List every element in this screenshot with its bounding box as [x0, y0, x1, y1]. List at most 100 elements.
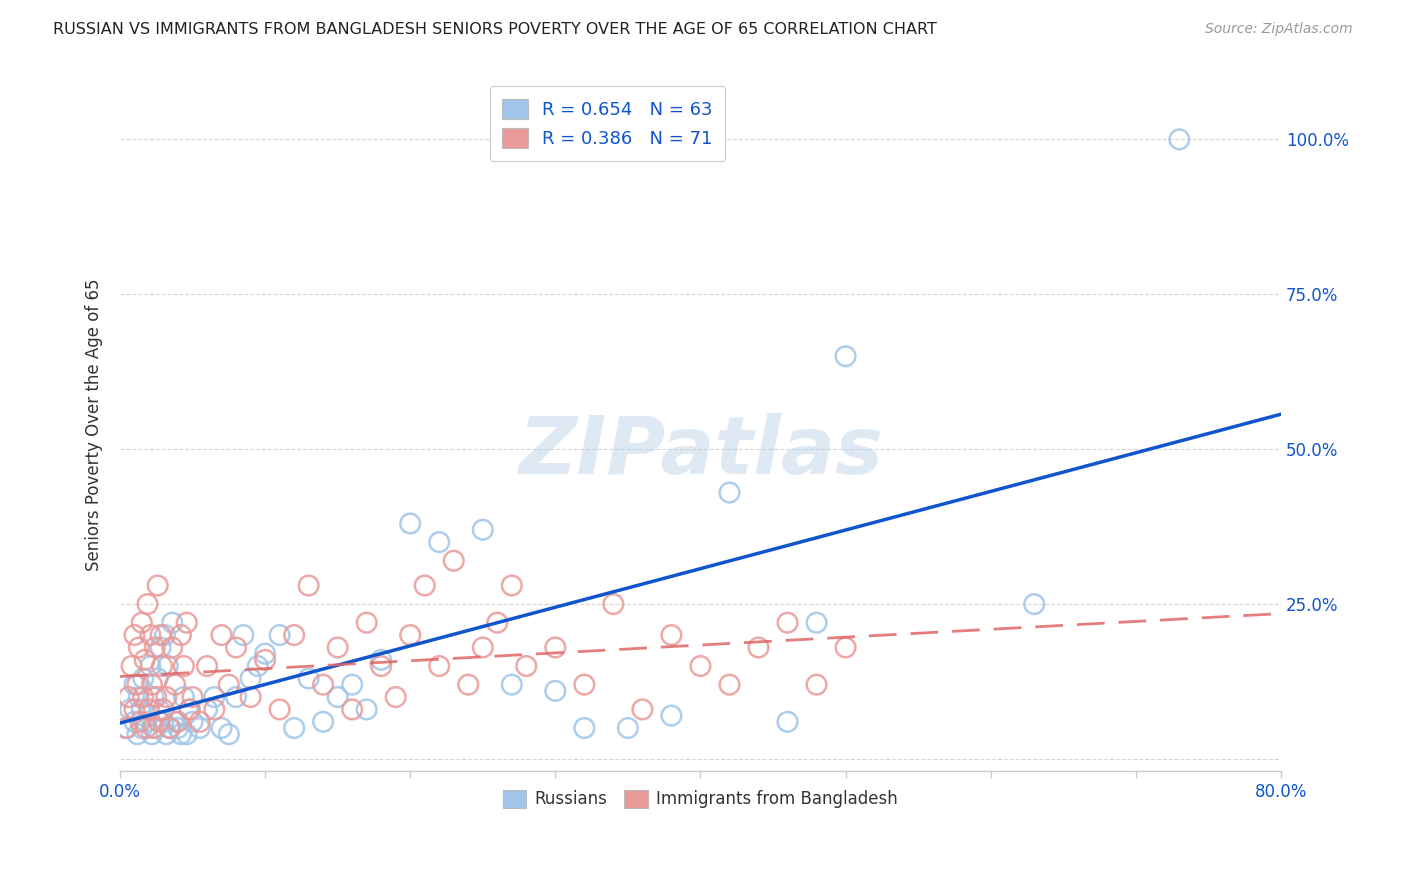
- Point: [806, 678, 828, 692]
- Point: [661, 628, 683, 642]
- Point: [173, 659, 195, 673]
- Point: [602, 597, 624, 611]
- Point: [176, 727, 198, 741]
- Point: [340, 678, 363, 692]
- Point: [143, 640, 166, 655]
- Point: [211, 721, 233, 735]
- Point: [356, 702, 378, 716]
- Point: [165, 714, 187, 729]
- Point: [134, 653, 156, 667]
- Point: [152, 702, 174, 716]
- Point: [370, 659, 392, 673]
- Point: [326, 640, 349, 655]
- Point: [135, 721, 157, 735]
- Point: [167, 714, 190, 729]
- Point: [118, 690, 141, 704]
- Point: [617, 721, 640, 735]
- Point: [127, 727, 149, 741]
- Point: [443, 554, 465, 568]
- Point: [356, 615, 378, 630]
- Point: [141, 727, 163, 741]
- Point: [370, 653, 392, 667]
- Point: [689, 659, 711, 673]
- Point: [298, 672, 321, 686]
- Point: [718, 485, 741, 500]
- Point: [146, 672, 169, 686]
- Point: [326, 690, 349, 704]
- Point: [1168, 132, 1191, 146]
- Point: [486, 615, 509, 630]
- Point: [159, 721, 181, 735]
- Point: [153, 628, 176, 642]
- Point: [188, 714, 211, 729]
- Point: [142, 690, 165, 704]
- Point: [254, 647, 277, 661]
- Point: [181, 690, 204, 704]
- Point: [131, 702, 153, 716]
- Point: [155, 690, 177, 704]
- Point: [225, 640, 247, 655]
- Point: [457, 678, 479, 692]
- Text: RUSSIAN VS IMMIGRANTS FROM BANGLADESH SENIORS POVERTY OVER THE AGE OF 65 CORRELA: RUSSIAN VS IMMIGRANTS FROM BANGLADESH SE…: [53, 22, 938, 37]
- Point: [131, 615, 153, 630]
- Point: [142, 721, 165, 735]
- Point: [127, 678, 149, 692]
- Point: [544, 683, 567, 698]
- Point: [181, 714, 204, 729]
- Point: [132, 672, 155, 686]
- Point: [124, 628, 146, 642]
- Point: [128, 690, 150, 704]
- Point: [806, 615, 828, 630]
- Point: [170, 628, 193, 642]
- Legend: Russians, Immigrants from Bangladesh: Russians, Immigrants from Bangladesh: [496, 783, 904, 815]
- Point: [124, 714, 146, 729]
- Point: [269, 702, 291, 716]
- Point: [155, 727, 177, 741]
- Point: [574, 678, 596, 692]
- Point: [138, 702, 160, 716]
- Point: [115, 721, 138, 735]
- Point: [195, 659, 218, 673]
- Point: [129, 714, 152, 729]
- Point: [150, 659, 173, 673]
- Point: [515, 659, 537, 673]
- Point: [544, 640, 567, 655]
- Point: [149, 628, 172, 642]
- Point: [152, 714, 174, 729]
- Point: [188, 721, 211, 735]
- Point: [399, 516, 422, 531]
- Point: [232, 628, 254, 642]
- Point: [631, 702, 654, 716]
- Point: [384, 690, 406, 704]
- Point: [179, 702, 201, 716]
- Point: [148, 702, 170, 716]
- Point: [139, 659, 162, 673]
- Point: [211, 628, 233, 642]
- Point: [718, 678, 741, 692]
- Point: [776, 615, 799, 630]
- Point: [471, 523, 494, 537]
- Point: [1024, 597, 1046, 611]
- Point: [427, 659, 450, 673]
- Point: [160, 640, 183, 655]
- Point: [131, 721, 153, 735]
- Point: [254, 653, 277, 667]
- Point: [179, 702, 201, 716]
- Point: [834, 349, 856, 363]
- Point: [747, 640, 769, 655]
- Point: [246, 659, 269, 673]
- Point: [312, 678, 335, 692]
- Point: [225, 690, 247, 704]
- Point: [138, 708, 160, 723]
- Point: [218, 727, 240, 741]
- Point: [239, 672, 262, 686]
- Point: [283, 721, 305, 735]
- Point: [132, 690, 155, 704]
- Point: [170, 727, 193, 741]
- Point: [501, 578, 523, 592]
- Point: [427, 535, 450, 549]
- Point: [312, 714, 335, 729]
- Point: [148, 714, 170, 729]
- Point: [218, 678, 240, 692]
- Point: [157, 721, 180, 735]
